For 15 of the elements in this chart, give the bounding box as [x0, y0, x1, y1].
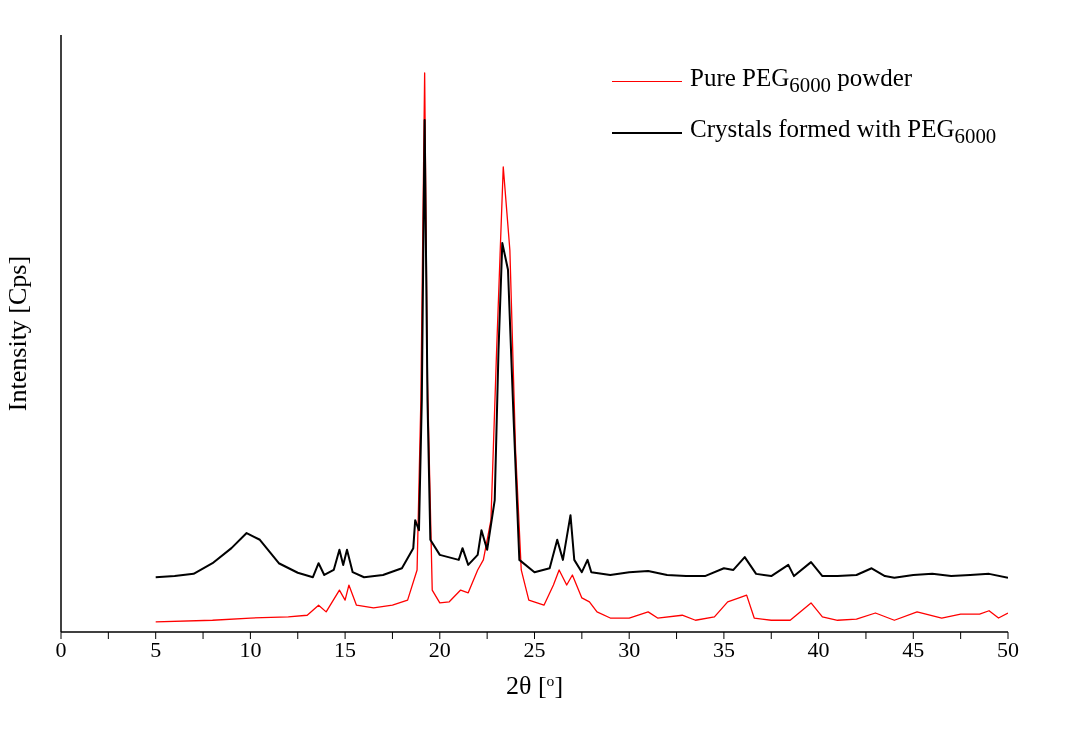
- y-axis-title: Intensity [Cps]: [3, 255, 32, 412]
- x-tick-label: 25: [523, 636, 546, 662]
- x-tick-label: 0: [55, 636, 67, 662]
- x-tick-label: 15: [334, 636, 357, 662]
- x-tick-label: 40: [807, 636, 830, 662]
- x-tick-label: 35: [712, 636, 735, 662]
- x-tick-label: 45: [902, 636, 925, 662]
- legend-label: Pure PEG$_{6000}$ powder: [690, 63, 913, 99]
- x-axis-title: 2θ [$^{o}$]: [505, 671, 564, 700]
- x-tick-label: 5: [150, 636, 162, 662]
- legend-label: Crystals formed with PEG$_{6000}$: [690, 114, 997, 150]
- x-tick-label: 10: [239, 636, 262, 662]
- x-tick-label: 20: [428, 636, 451, 662]
- x-tick-label: 50: [997, 636, 1019, 662]
- x-tick-label: 30: [618, 636, 641, 662]
